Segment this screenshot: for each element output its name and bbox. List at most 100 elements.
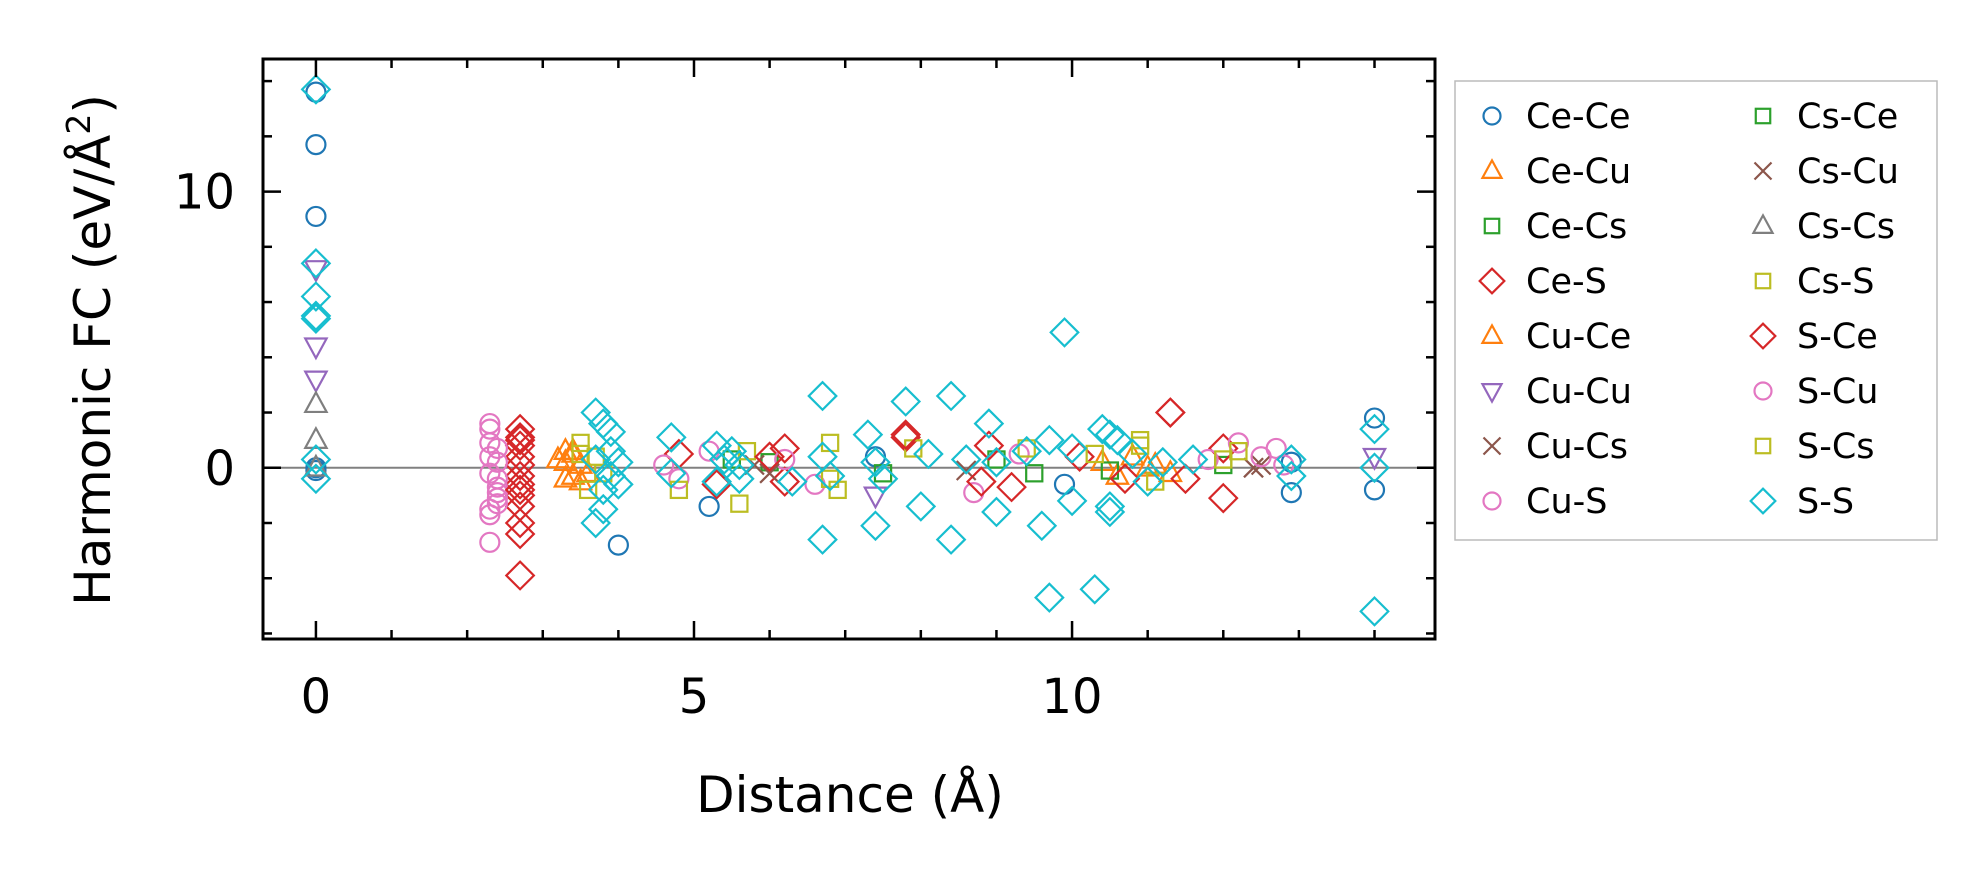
data-point (814, 460, 846, 492)
data-point (655, 422, 687, 453)
data-point (1049, 317, 1080, 348)
data-point (1207, 482, 1239, 514)
legend-entry-s-cu: S-Cu (1753, 372, 1878, 412)
data-point (587, 493, 619, 525)
data-point (1056, 433, 1088, 464)
series-s-ce (504, 397, 1186, 506)
data-point (1034, 582, 1065, 613)
legend-label: S-Cu (1797, 372, 1878, 412)
legend-marker (1753, 161, 1773, 181)
legend-marker (1754, 107, 1772, 125)
data-point (807, 380, 838, 412)
legend-marker (1749, 487, 1777, 515)
data-point (303, 453, 329, 477)
series-cs-cs (303, 390, 329, 477)
data-point (759, 463, 780, 484)
data-point (607, 534, 629, 556)
x-tick-label: 5 (679, 669, 710, 725)
data-point (300, 444, 332, 475)
data-point (1250, 446, 1272, 468)
data-point (724, 449, 755, 481)
data-point (300, 74, 332, 105)
data-point (587, 474, 619, 506)
legend-entry-cu-cs: Cu-Cs (1482, 427, 1628, 467)
data-point (1359, 452, 1390, 484)
data-point (769, 466, 801, 497)
legend-label: Cu-Cu (1526, 372, 1632, 412)
data-point (1243, 457, 1264, 479)
data-point (504, 474, 536, 506)
data-point (486, 487, 508, 509)
data-point (479, 531, 501, 553)
data-point (1117, 438, 1148, 470)
series-cs-cu (759, 457, 1264, 484)
data-point (807, 524, 838, 555)
legend-marker (1754, 437, 1772, 455)
data-point (595, 435, 627, 467)
legend-entry-cu-s: Cu-S (1482, 482, 1607, 522)
data-point (300, 300, 332, 332)
data-point (860, 510, 891, 542)
legend-label: S-Cs (1797, 427, 1875, 467)
series-cu-s (479, 412, 1295, 553)
legend-label: S-Ce (1797, 317, 1878, 357)
legend-marker (1482, 106, 1502, 126)
data-point (820, 469, 840, 488)
data-point (1250, 454, 1272, 476)
legend-marker (1483, 217, 1501, 235)
data-point (701, 430, 733, 461)
axes-frame (261, 57, 1437, 641)
legend-marker (1482, 491, 1502, 511)
data-point (1109, 463, 1141, 495)
legend-entry-cs-cs: Cs-Cs (1751, 207, 1895, 247)
data-point (668, 468, 690, 490)
data-point (479, 432, 501, 454)
legend-label: Ce-Cs (1526, 207, 1627, 247)
data-point (303, 337, 329, 361)
legend-entry-cs-s: Cs-S (1754, 262, 1875, 302)
legend-label: S-S (1797, 482, 1854, 522)
data-point (303, 390, 329, 414)
data-point (1011, 435, 1043, 467)
data-point (1094, 491, 1126, 522)
data-point (669, 480, 689, 500)
data-point (862, 486, 889, 510)
data-point (504, 430, 536, 461)
legend-label: Cs-Cu (1797, 152, 1899, 192)
data-point (1170, 463, 1201, 495)
data-point (305, 459, 327, 482)
legend-entry-cu-ce: Cu-Ce (1480, 317, 1631, 357)
data-point (1017, 439, 1036, 458)
data-point (303, 425, 329, 449)
legend-entry-cs-ce: Cs-Ce (1754, 97, 1898, 137)
legend-label: Cs-Ce (1797, 97, 1898, 137)
data-point (603, 469, 634, 500)
legend-label: Ce-Cu (1526, 152, 1631, 192)
data-point (935, 380, 967, 412)
data-point (479, 418, 501, 440)
legend-entry-s-cs: S-Cs (1754, 427, 1875, 467)
legend-frame (1454, 80, 1938, 541)
x-tick-label: 0 (301, 669, 332, 725)
data-point (1132, 466, 1164, 497)
plot-area (263, 74, 1435, 627)
data-point (1276, 444, 1307, 475)
legend-entry-cs-cu: Cs-Cu (1753, 152, 1899, 192)
legend-label: Ce-Ce (1526, 97, 1631, 137)
legend-entry-s-ce: S-Ce (1749, 317, 1878, 357)
data-point (1359, 596, 1390, 627)
data-point (595, 416, 627, 448)
data-point (774, 448, 796, 471)
data-point (1026, 510, 1058, 542)
series-s-cs (571, 436, 1150, 488)
data-point (1085, 444, 1104, 464)
legend-marker (1753, 381, 1773, 401)
data-point (867, 463, 899, 495)
data-point (1086, 413, 1118, 445)
data-point (852, 419, 884, 450)
data-point (1034, 424, 1065, 456)
data-point (300, 281, 332, 312)
data-point (504, 460, 536, 492)
data-point (935, 524, 967, 555)
data-point (486, 493, 508, 515)
